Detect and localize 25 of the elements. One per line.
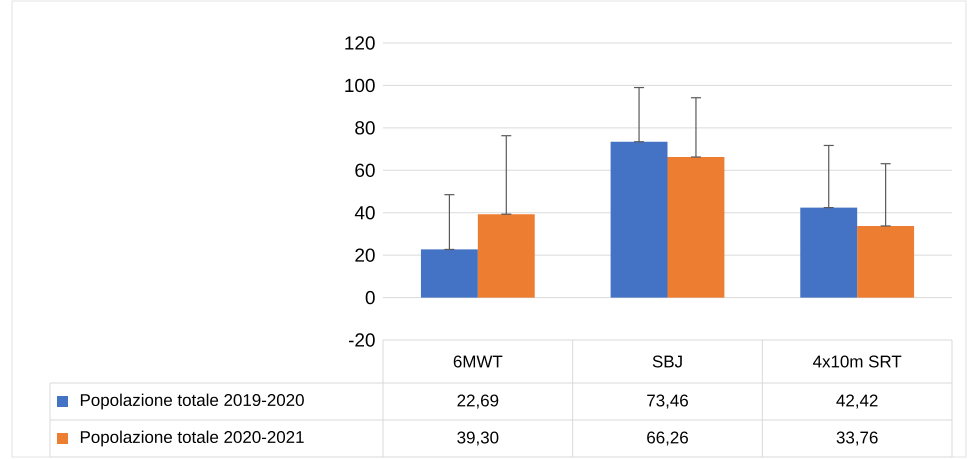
data-label: 39,30 xyxy=(457,432,498,446)
y-tick-label: 60 xyxy=(355,164,375,177)
y-tick-label: 0 xyxy=(366,290,375,304)
bar xyxy=(478,214,535,298)
legend-label: Popolazione totale 2019-2020 xyxy=(80,394,304,410)
y-tick-label: -20 xyxy=(348,333,375,347)
x-tick-label: 6MWT xyxy=(454,356,502,368)
bar xyxy=(668,157,724,298)
data-label: 22,69 xyxy=(458,394,498,408)
bar xyxy=(857,226,914,298)
bar xyxy=(610,142,668,298)
legend-label: Popolazione totale 2020-2021 xyxy=(80,430,304,446)
bar xyxy=(800,208,858,298)
y-tick-label: 20 xyxy=(355,248,375,262)
data-label: 33,76 xyxy=(836,432,878,446)
data-label: 42,42 xyxy=(836,394,878,408)
y-tick-label: 40 xyxy=(354,206,375,220)
x-tick-label: SBJ xyxy=(652,356,682,368)
x-tick-label: 4x10m SRT xyxy=(813,356,902,368)
data-label: 73,46 xyxy=(647,394,688,408)
bar xyxy=(420,249,478,298)
y-tick-label: 80 xyxy=(355,121,375,135)
data-label: 66,26 xyxy=(647,432,688,446)
y-tick-label: 120 xyxy=(345,36,375,50)
y-tick-label: 100 xyxy=(345,78,375,92)
